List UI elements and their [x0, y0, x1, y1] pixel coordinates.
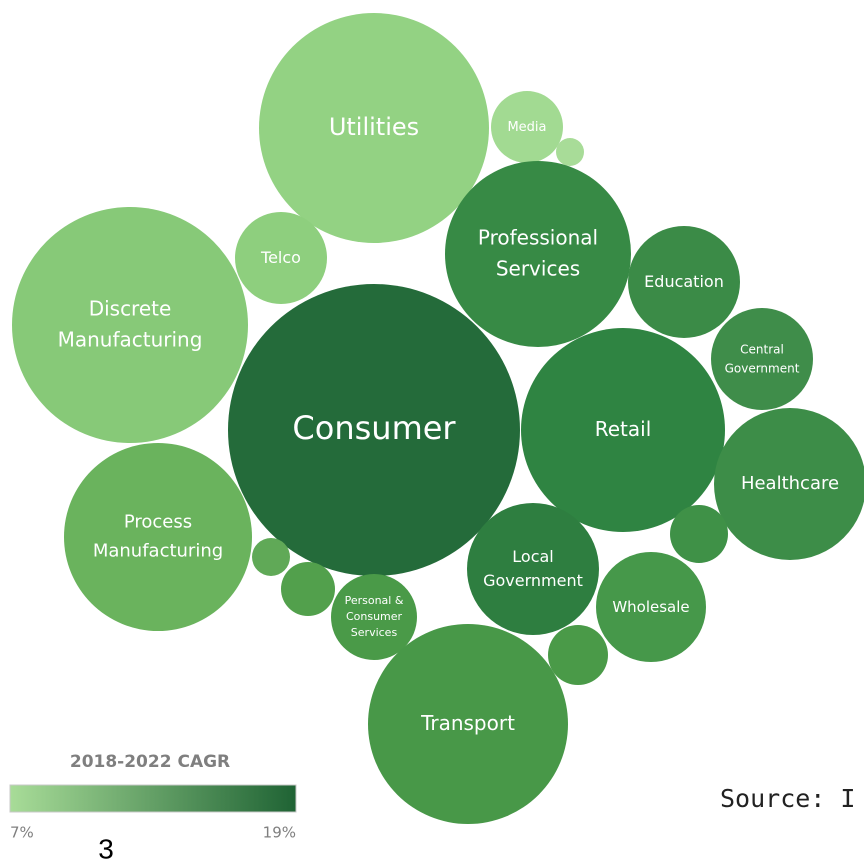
bubble-label: Healthcare	[741, 473, 839, 494]
bubble-label-line: Government	[725, 361, 800, 375]
bubble	[12, 207, 248, 443]
bubble-label-line: Central	[740, 342, 784, 356]
bubble-label-line: Education	[644, 272, 724, 291]
bubble	[670, 505, 728, 563]
bubble-label-line: Government	[483, 571, 583, 590]
bubble-label-line: Services	[351, 626, 398, 639]
bubble-label-line: Healthcare	[741, 473, 839, 494]
bubble	[521, 328, 725, 532]
bubble-label: Media	[507, 120, 546, 135]
bubble	[628, 226, 740, 338]
bubble-label-line: Services	[496, 256, 580, 280]
bubble	[235, 212, 327, 304]
bubble-label-line: Media	[507, 120, 546, 135]
bubble	[467, 503, 599, 635]
source: Source: I	[720, 784, 855, 813]
bubble-label: Process Manufacturing	[93, 512, 223, 562]
bubble-label: Retail	[595, 417, 652, 441]
footnote: 3	[98, 833, 114, 864]
bubble	[228, 284, 520, 576]
bubble-label: Wholesale	[612, 598, 689, 616]
bubble	[714, 408, 864, 560]
bubble	[711, 308, 813, 410]
bubble-label: Education	[644, 272, 724, 291]
bubble-label-line: Consumer	[292, 409, 456, 447]
bubble-label-line: Professional	[478, 225, 598, 249]
bubble-label-line: Transport	[420, 711, 515, 735]
bubble	[491, 91, 563, 163]
bubble-label: Transport	[420, 711, 515, 735]
bubble-label: Consumer	[292, 409, 456, 447]
bubble	[556, 138, 584, 166]
bubble-label-line: Utilities	[329, 113, 419, 141]
bubble	[281, 562, 335, 616]
bubble-label-line: Personal &	[345, 594, 404, 607]
bubble	[252, 538, 290, 576]
bubble-label-line: Manufacturing	[58, 327, 203, 351]
bubbles: Utilities Media Telco Discrete Manufacturing…	[12, 13, 864, 824]
bubble	[64, 443, 252, 631]
bubble	[548, 625, 608, 685]
bubble-label: Personal & Consumer Services	[345, 594, 404, 639]
bubble-label-line: Retail	[595, 417, 652, 441]
bubble-label-line: Wholesale	[612, 598, 689, 616]
bubble	[368, 624, 568, 824]
bubble	[596, 552, 706, 662]
legend-max: 19%	[263, 824, 296, 842]
bubble	[445, 161, 631, 347]
bubble-label-line: Consumer	[346, 610, 403, 623]
bubble-label-line: Telco	[260, 248, 301, 267]
bubble-label-line: Process	[124, 512, 192, 533]
bubble-label-line: Discrete	[89, 296, 172, 320]
legend-title: 2018-2022 CAGR	[70, 752, 230, 772]
bubble-label: Utilities	[329, 113, 419, 141]
legend-min: 7%	[10, 824, 34, 842]
bubble-label: Discrete Manufacturing	[58, 296, 203, 351]
bubble-label: Local Government	[483, 547, 583, 590]
bubble-label: Telco	[260, 248, 301, 267]
bubble-label: Central Government	[725, 342, 800, 375]
legend-gradient	[9, 784, 297, 813]
bubble	[259, 13, 489, 243]
bubble-label-line: Manufacturing	[93, 541, 223, 562]
bubble-label-line: Local	[512, 547, 553, 566]
bubble	[331, 574, 417, 660]
bubble-label: Professional Services	[478, 225, 598, 280]
